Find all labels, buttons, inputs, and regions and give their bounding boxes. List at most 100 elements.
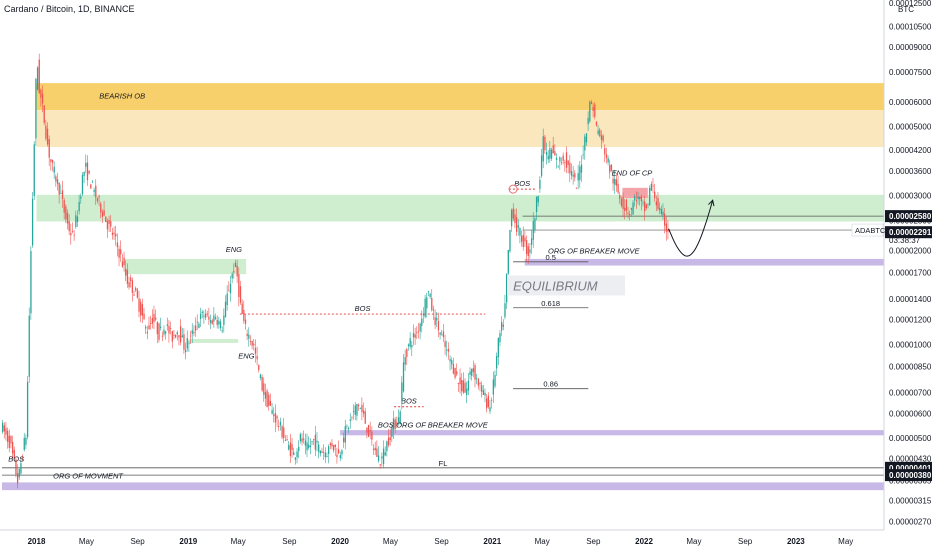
x-tick-label: Sep [738,537,753,546]
candle-body [31,198,34,246]
candle-body [233,270,235,273]
candle-body [46,128,49,145]
candle-body [91,181,94,183]
candle-body [562,155,564,161]
candle-body [161,335,163,337]
candle-body [412,333,415,338]
candle-body [507,249,509,274]
candle-body [422,313,425,316]
candle-body [494,375,496,387]
candle-body [75,215,77,228]
candle-body [362,410,365,414]
candle-body [512,208,514,219]
candle-body [477,378,480,386]
candle-body [241,303,243,314]
candle-body [246,333,248,337]
candle-body [143,313,145,320]
y-tick-label: 0.00004200 [889,146,932,155]
candle-body [582,154,584,156]
candle-body [278,426,280,428]
candle-body [451,360,453,365]
candle-body [417,331,420,333]
x-tick-label: 2022 [635,537,653,546]
candle-body [520,235,523,242]
candle-body [199,313,202,319]
candle-body [349,419,351,421]
candle-body [570,171,573,176]
candle-body [472,368,475,373]
candle-body [615,179,618,186]
candle-body [281,426,283,438]
candle-body [431,298,433,311]
candle-body [283,427,285,439]
candle-body [510,209,513,227]
candle-body [321,451,323,453]
candle-body [165,331,167,334]
candle-body [645,204,648,209]
candle-body [515,217,518,232]
candle-body [352,411,355,413]
candle-body [276,416,278,419]
candle-body [95,185,97,198]
candle-body [609,165,611,173]
candle-body [11,441,14,454]
candle-body [140,301,142,316]
candle-body [597,130,599,134]
x-tick-label: Sep [434,537,449,546]
candle-body [323,451,325,453]
candle-body [604,148,606,155]
candle-body [557,165,559,167]
candle-body [492,379,494,395]
chart-title: Cardano / Bitcoin, 1D, BINANCE [4,4,135,14]
candle-body [294,457,297,460]
candle-body [644,201,646,212]
candle-body [146,331,149,334]
candle-body [214,317,217,319]
candle-body [377,455,380,461]
candle-body [479,383,481,384]
candle-body [509,229,511,252]
price-label: 0.00002291 [885,226,932,239]
annotation-label: BEARISH OB [99,92,145,101]
annotation-label: ENG [226,245,242,254]
candle-body [525,240,528,255]
candle-body [384,452,386,456]
candle-body [254,347,257,354]
candle-body [662,211,664,216]
candle-body [436,317,438,321]
candle-body [567,160,569,165]
candle-body [299,434,302,441]
bos-label: BOS [401,397,417,406]
candle-body [101,211,104,217]
candle-body [96,198,99,202]
y-tick-label: 0.00000600 [889,409,932,418]
candle-body [249,341,252,342]
candle-body [38,59,40,93]
zone-rect [188,338,239,343]
candle-body [23,437,25,451]
candle-body [537,196,539,203]
candle-body [123,257,125,266]
candle-body [487,395,490,407]
candle-body [439,332,441,335]
price-axis: 0.00012500 0.00010500 0.00009000 0.00007500… [851,0,932,550]
candle-body [634,196,636,200]
candle-body [18,469,20,478]
zone-rect [622,187,648,198]
zone-rect [124,258,247,275]
candle-body [224,301,227,317]
candle-body [539,179,541,189]
candle-body [194,325,197,331]
candle-body [219,321,222,328]
candle-body [461,380,463,392]
candle-body [30,251,32,314]
candle-body [176,332,178,335]
candle-body [357,404,360,407]
candle-body [655,201,658,206]
candle-body [481,385,483,392]
candle-body [514,214,516,224]
candle-body [532,221,534,240]
price-countdown: 03:38:37 [889,236,921,245]
